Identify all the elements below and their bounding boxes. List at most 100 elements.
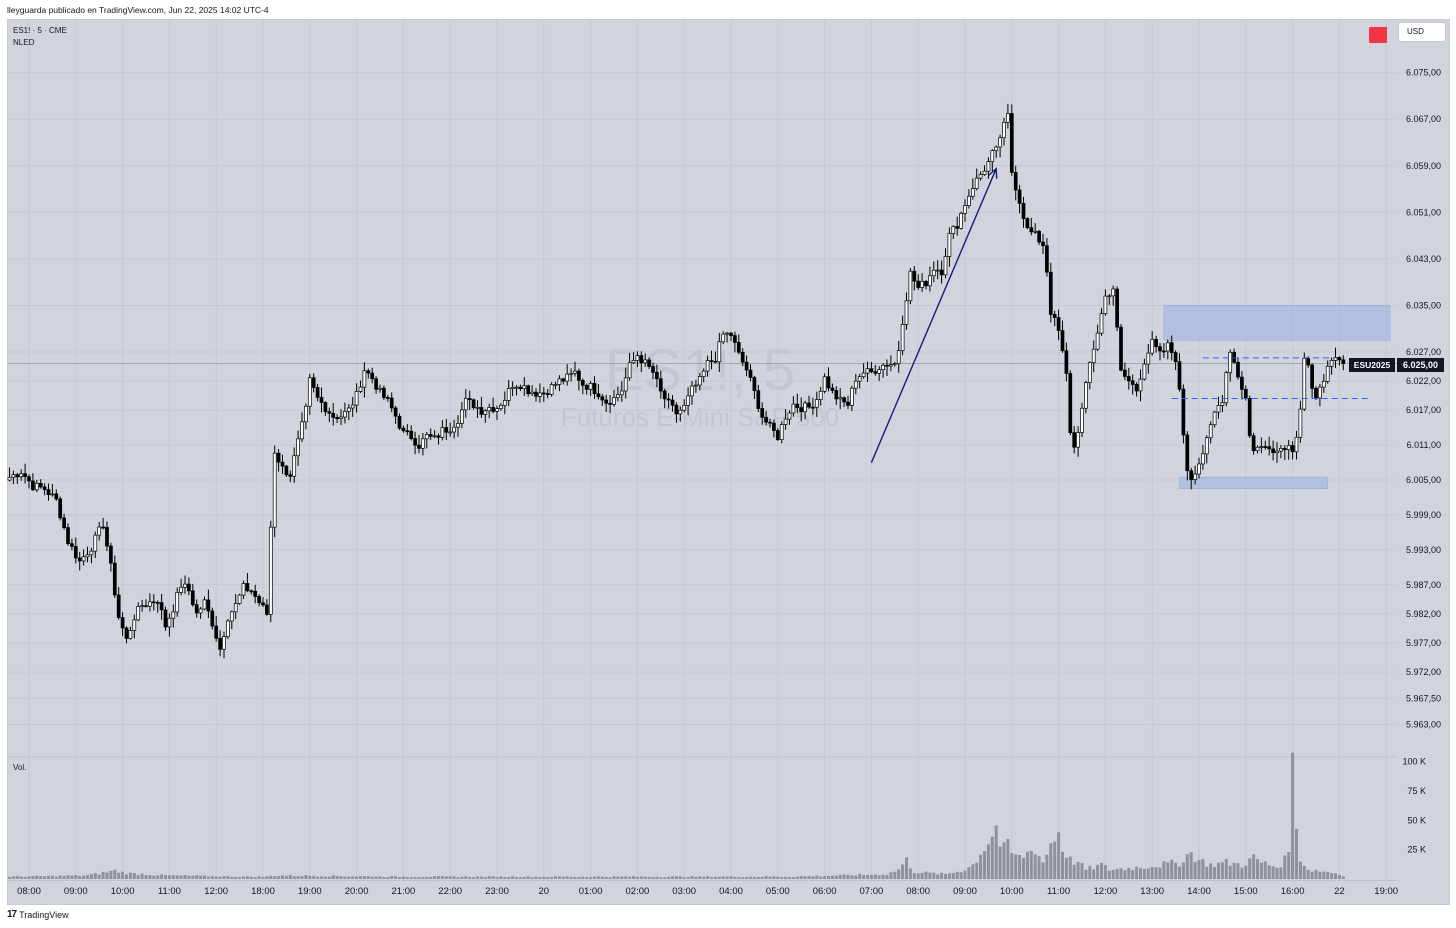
volume-axis-label: 25 K (1407, 845, 1426, 855)
candle-down (1267, 446, 1272, 450)
volume-bar (729, 876, 733, 879)
volume-bar (877, 875, 881, 879)
volume-bar (1209, 863, 1213, 879)
volume-bar (148, 875, 152, 879)
candle-up (635, 355, 640, 361)
volume-bar (959, 872, 963, 879)
price-axis-label: 5.982,00 (1406, 609, 1441, 619)
volume-legend[interactable]: Vol. (13, 763, 27, 772)
candle-down (772, 422, 776, 431)
volume-bar (452, 876, 456, 879)
candle-up (343, 411, 347, 418)
volume-bar (1275, 867, 1279, 879)
candle-up (1286, 445, 1291, 451)
volume-bar (468, 877, 472, 879)
alert-color-swatch[interactable] (1369, 27, 1387, 43)
volume-bar (448, 876, 452, 879)
volume-bar (850, 875, 854, 879)
candle-down (1240, 376, 1244, 390)
publish-header: lleyguarda publicado en TradingView.com,… (0, 0, 1456, 20)
volume-bar (105, 872, 109, 879)
volume-bar (152, 875, 156, 879)
time-axis-label: 09:00 (953, 886, 977, 897)
candle-up (857, 376, 862, 382)
candle-down (592, 383, 597, 395)
candle-down (670, 399, 675, 406)
volume-bar (741, 877, 745, 879)
candle-down (666, 398, 671, 401)
volume-bar (503, 877, 507, 879)
price-axis: 6.075,00 6.067,00 6.059,00 6.051,00 6.043,00… (1406, 68, 1441, 730)
candle-down (151, 601, 156, 604)
volume-bar (132, 872, 136, 879)
volume-bar (54, 876, 58, 879)
volume-bar (1072, 864, 1076, 879)
candle-up (1103, 295, 1108, 314)
candle-up (986, 161, 991, 172)
candle-up (1201, 453, 1205, 465)
volume-bar (1178, 866, 1181, 879)
volume-bar (1092, 869, 1096, 879)
candle-down (1126, 376, 1131, 382)
time-axis-label: 04:00 (719, 886, 743, 897)
candle-down (869, 368, 874, 373)
price-axis-label: 6.051,00 (1406, 207, 1441, 217)
candle-down (744, 361, 749, 371)
candles (7, 103, 1346, 659)
candle-up (19, 473, 24, 478)
candle-up (900, 324, 905, 352)
volume-bar (1076, 861, 1080, 879)
volume-bar (651, 877, 655, 879)
grid-lines (8, 20, 1397, 880)
volume-bar (885, 875, 889, 879)
candle-down (842, 397, 846, 403)
volume-bar (160, 874, 164, 879)
candle-down (955, 226, 960, 229)
candle-down (1123, 369, 1127, 377)
candle-up (881, 364, 885, 371)
candle-down (276, 452, 281, 463)
symbol-legend[interactable]: ES1! · 5 · CME (13, 26, 67, 35)
volume-bar (858, 873, 862, 879)
price-axis-label: 5.967,50 (1406, 693, 1441, 703)
currency-button[interactable]: USD (1398, 22, 1446, 42)
candle-down (194, 604, 199, 614)
candle-down (1247, 398, 1252, 437)
candle-down (15, 474, 20, 478)
candle-down (924, 280, 928, 287)
volume-bar (1318, 871, 1322, 879)
candle-down (756, 390, 761, 409)
volume-bar (308, 875, 312, 879)
time-axis-label: 11:00 (158, 886, 181, 897)
candle-down (261, 602, 265, 606)
candle-down (62, 517, 66, 528)
candle-down (752, 377, 757, 392)
candle-up (1216, 405, 1221, 413)
candle-down (1271, 448, 1275, 454)
volume-bar (706, 876, 710, 879)
volume-bar (1287, 852, 1291, 879)
candle-down (709, 360, 714, 362)
volume-bar (1174, 862, 1178, 879)
volume-bar (491, 876, 495, 879)
candle-down (66, 527, 70, 544)
candle-up (136, 606, 141, 621)
volume-bar (187, 875, 191, 879)
candle-up (818, 390, 823, 400)
candle-up (81, 556, 86, 562)
candle-down (323, 402, 328, 413)
volume-bar (534, 876, 538, 879)
indicator-legend[interactable]: NLED (13, 38, 35, 47)
volume-bar (1201, 859, 1205, 879)
tradingview-footer[interactable]: 17 TradingView (7, 909, 69, 920)
candle-down (795, 403, 800, 408)
tradingview-logo-icon: 17 (7, 909, 17, 920)
candle-up (1294, 436, 1299, 453)
time-axis-label: 01:00 (579, 886, 603, 897)
candle-down (1162, 350, 1166, 353)
volume-bar (359, 876, 362, 879)
volume-bar (756, 876, 760, 879)
volume-bar (1135, 866, 1139, 879)
volume-bar (1068, 856, 1072, 879)
